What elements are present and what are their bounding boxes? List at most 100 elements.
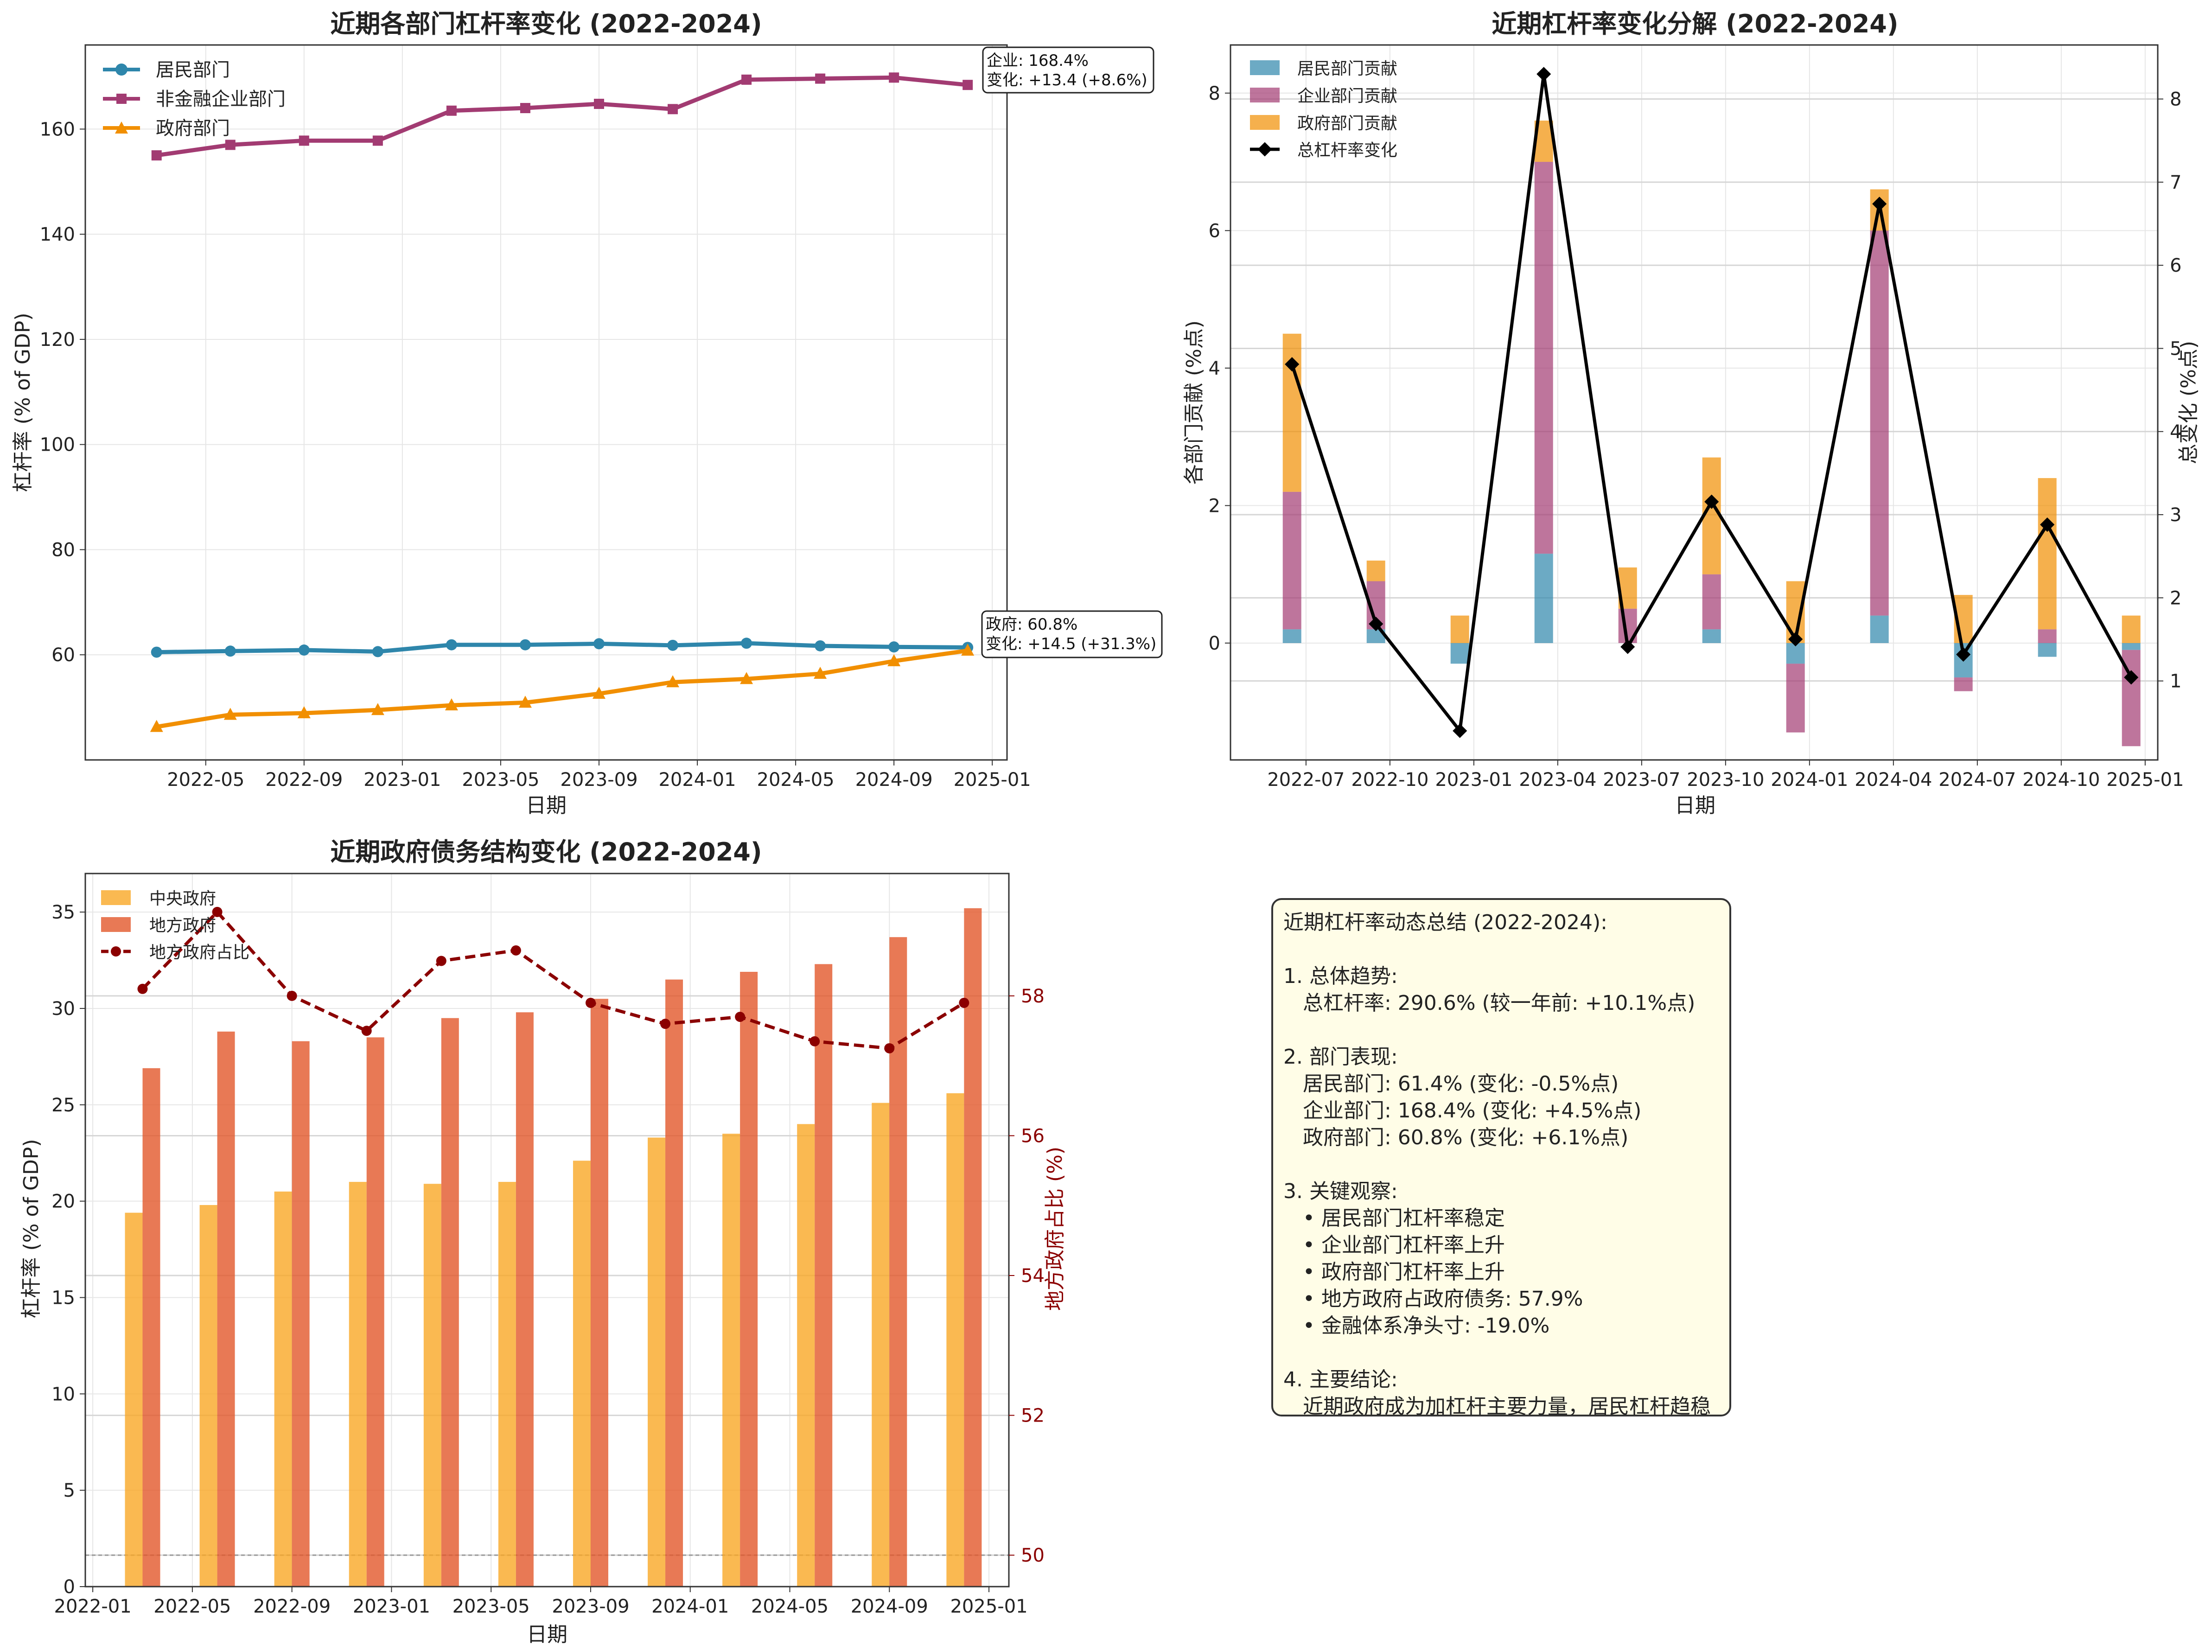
annotation-corporate-line2: 变化: +13.4 (+8.6%) [987,71,1147,89]
y-axis-ticks: 0 5 10 15 20 25 30 35 [51,902,85,1598]
data-point [372,135,383,146]
bar-central [797,1124,815,1587]
summary-line: 居民部门: 61.4% (变化: -0.5%点) [1283,1072,1619,1096]
bar-segment-0 [1702,629,1721,643]
total-point [1704,494,1719,509]
legend-label-central: 中央政府 [149,889,216,908]
y-tick-label: 80 [51,539,75,561]
x-tick-label: 2023-07 [1603,769,1680,791]
y-tick-label: 15 [51,1287,75,1308]
bar-local [366,1037,384,1587]
data-point [298,644,310,656]
x-tick-label: 2024-01 [651,1596,729,1617]
local-share-point [735,1012,746,1022]
summary-text-box: 近期杠杆率动态总结 (2022-2024): 1. 总体趋势: 总杠杆率: 290… [1271,898,1731,1416]
summary-line: 2. 部门表现: [1283,1045,1398,1069]
bar-local [889,937,907,1587]
bar-segment-1 [2038,629,2057,643]
bar-segment-2 [1450,615,1469,643]
data-point [667,639,679,651]
x-tick-label: 2024-09 [855,769,933,791]
bar-central [199,1205,217,1587]
local-share-point [510,945,521,956]
legend-marker-household [115,64,127,76]
data-point [815,640,826,651]
data-point [593,98,604,109]
x-tick-label: 2025-01 [950,1596,1027,1617]
x-tick-label: 2024-10 [2022,769,2100,791]
x-tick-label: 2022-09 [253,1596,331,1617]
y-tick-label: 35 [51,902,75,923]
y-tick-label: 60 [51,644,75,666]
series-line-1 [156,75,968,158]
legend-label-household: 居民部门贡献 [1297,59,1397,78]
y-tick-label: 0 [1209,633,1220,654]
legend-marker-local-share [111,946,121,957]
bar-local [590,999,608,1587]
y-tick-label: 20 [51,1191,75,1212]
data-point [668,104,678,115]
summary-line: 总杠杆率: 290.6% (较一年前: +10.1%点) [1283,991,1696,1015]
right-tick-label: 58 [1021,986,1045,1007]
bar-central [274,1191,292,1587]
x-axis-ticks: 2022-05 2022-09 2023-01 2023-05 2023-09 2024-… [167,760,1031,791]
x-tick-label: 2024-09 [851,1596,928,1617]
chart-title: 近期各部门杠杆率变化 (2022-2024) [330,9,762,38]
legend: 居民部门贡献 企业部门贡献 政府部门贡献 总杠杆率变化 [1250,59,1397,160]
y-tick-label: 6 [1209,220,1220,242]
legend-label-total: 总杠杆率变化 [1297,141,1397,160]
bar-segment-1 [1282,491,1301,630]
summary-line: • 企业部门杠杆率上升 [1283,1233,1505,1257]
summary-line: • 地方政府占政府债务: 57.9% [1283,1287,1583,1311]
grouped-bars [125,908,982,1587]
x-axis-label: 日期 [527,1623,567,1646]
legend-label-local-share: 地方政府占比 [149,943,249,962]
x-tick-label: 2024-05 [751,1596,829,1617]
chart-title: 近期杠杆率变化分解 (2022-2024) [1492,9,1898,38]
legend-label-corporate: 非金融企业部门 [156,89,286,110]
summary-line: 政府部门: 60.8% (变化: +6.1%点) [1283,1126,1629,1149]
bar-central [946,1093,964,1587]
right-tick-label: 8 [2170,89,2181,110]
legend-label-government: 政府部门贡献 [1297,114,1397,133]
total-point [1536,67,1551,82]
legend-swatch-central [101,890,131,905]
bar-local [441,1018,459,1587]
x-tick-label: 2022-05 [167,769,244,791]
annotation-corporate: 企业: 168.4% 变化: +13.4 (+8.6%) [982,46,1154,94]
y-axis-ticks: 60 80 100 120 140 160 [40,119,85,666]
annotation-corporate-line1: 企业: 168.4% [987,51,1089,70]
plot-frame [84,44,1008,761]
bar-central [872,1103,890,1587]
local-share-point [137,983,148,994]
y-tick-label: 8 [1209,83,1220,104]
legend: 居民部门 非金融企业部门 政府部门 [103,59,286,139]
series-line-2 [156,648,968,729]
x-tick-label: 2022-10 [1351,769,1428,791]
y-tick-label: 160 [40,119,75,140]
series-lines [150,72,975,732]
x-tick-label: 2023-05 [453,1596,530,1617]
right-tick-label: 2 [2170,587,2181,609]
data-point [888,641,900,653]
right-axis-label: 地方政府占比 (%) [1043,1147,1067,1311]
summary-line [1283,936,1719,963]
data-point [741,638,752,649]
bar-central [722,1134,740,1587]
x-tick-label: 2022-09 [265,769,343,791]
bar-segment-0 [1450,643,1469,664]
x-tick-label: 2024-01 [658,769,736,791]
total-point [1872,197,1887,211]
leverage-decomposition-chart: 近期杠杆率变化分解 (2022-2024) 2022-07 2022-10 2023… [1182,9,2200,817]
x-axis-ticks: 2022-07 2022-10 2023-01 2023-04 2023-07 2023-… [1267,760,2184,791]
right-tick-label: 50 [1021,1545,1045,1566]
y-tick-label: 100 [40,434,75,456]
data-point [740,672,753,684]
right-tick-label: 7 [2170,172,2181,193]
data-point [446,639,457,651]
bar-local [292,1041,310,1587]
bar-central [125,1212,143,1587]
total-point [1620,639,1635,654]
x-tick-label: 2023-09 [560,769,637,791]
